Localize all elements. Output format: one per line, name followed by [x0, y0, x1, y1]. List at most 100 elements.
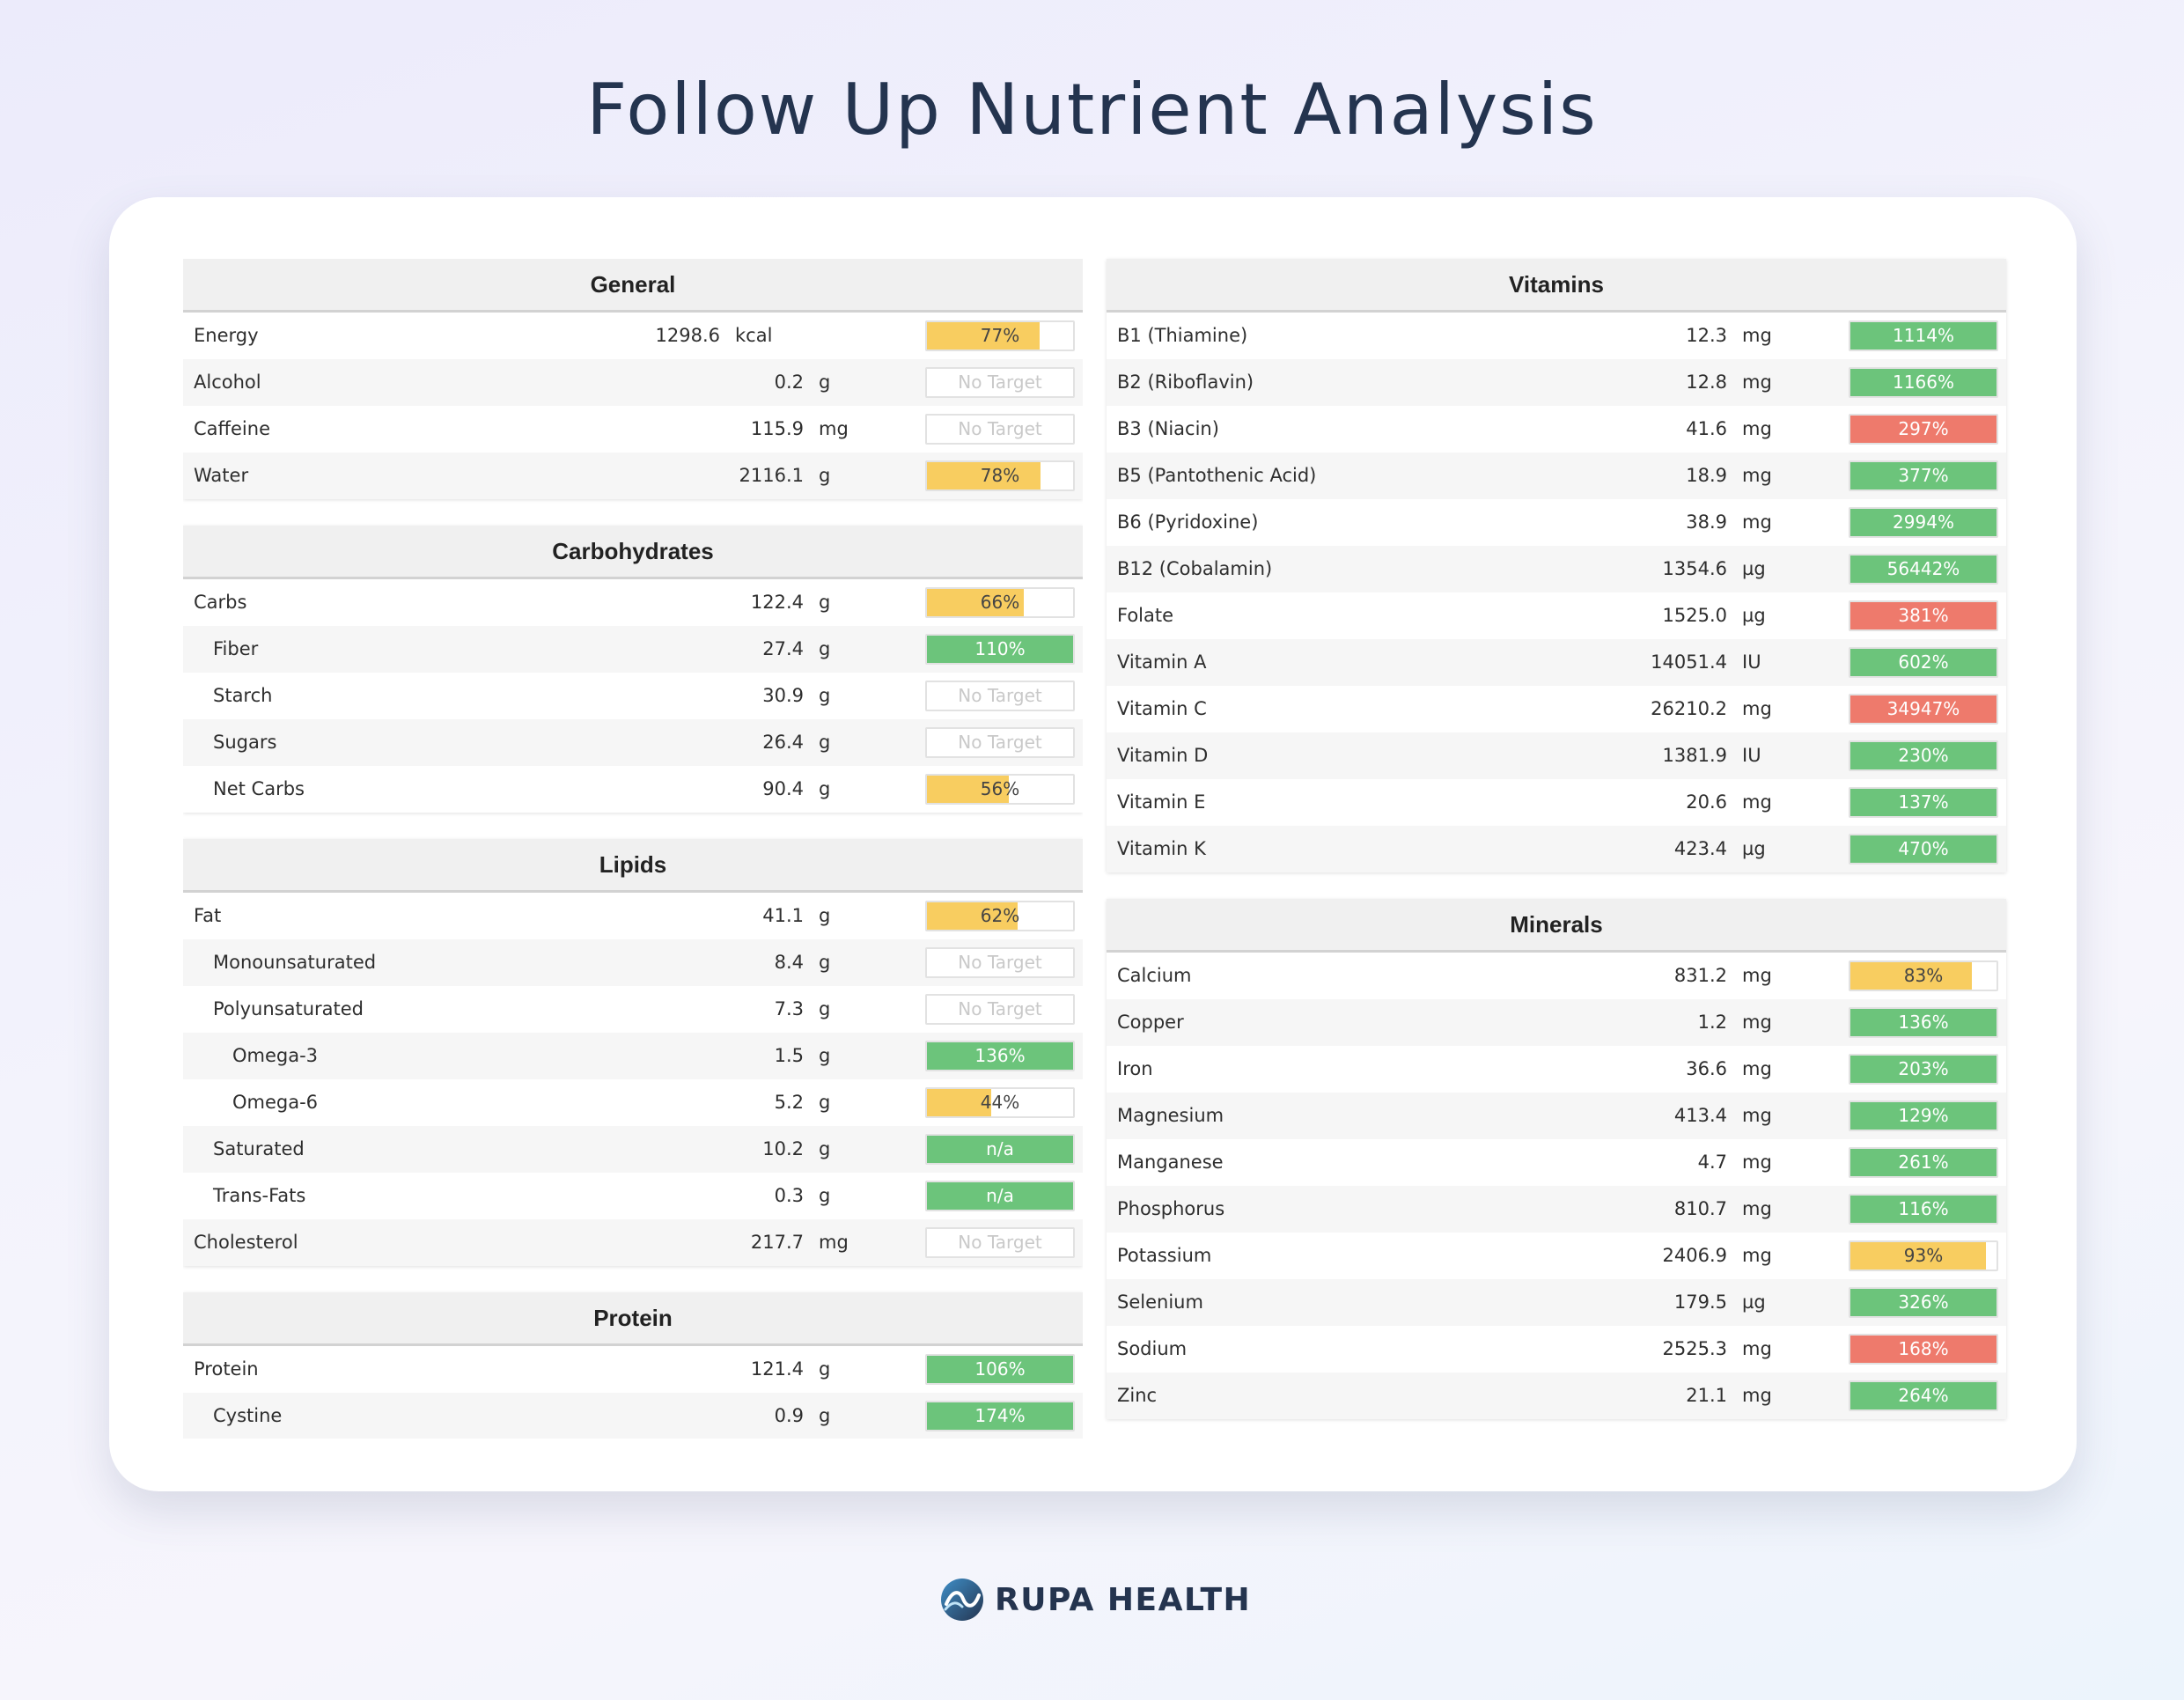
target-percent-bar: No Target — [925, 1227, 1075, 1258]
nutrient-name: B3 (Niacin) — [1117, 418, 1219, 439]
nutrient-unit: g — [819, 372, 831, 393]
panel-title: Lipids — [183, 839, 1083, 893]
nutrient-row-protein: Protein 121.4 g 106% — [183, 1346, 1083, 1393]
target-percent-bar: 93% — [1849, 1240, 1998, 1271]
nutrient-name: B1 (Thiamine) — [1117, 325, 1248, 346]
nutrient-row-carbs: Carbs 122.4 g 66% — [183, 579, 1083, 626]
target-percent-label: 470% — [1898, 838, 1949, 859]
target-percent-label: 1114% — [1893, 325, 1954, 346]
nutrient-row-potassium: Potassium 2406.9 mg 93% — [1107, 1233, 2006, 1279]
nutrient-name: Omega-3 — [232, 1045, 319, 1066]
panel-minerals: Minerals Calcium 831.2 mg 83% Copper 1.2 mg 136%… — [1107, 899, 2006, 1419]
nutrient-name: Alcohol — [194, 372, 261, 393]
nutrient-amount: 26210.2 — [1651, 698, 1727, 719]
nutrient-name: Monounsaturated — [213, 952, 377, 973]
nutrient-unit: mg — [1742, 1152, 1772, 1173]
nutrient-row-trans-fats: Trans-Fats 0.3 g n/a — [183, 1173, 1083, 1219]
nutrient-row-selenium: Selenium 179.5 µg 326% — [1107, 1279, 2006, 1326]
target-percent-bar: 264% — [1849, 1380, 1998, 1411]
target-percent-label: 77% — [980, 325, 1020, 346]
nutrient-row-vitamin-k: Vitamin K 423.4 µg 470% — [1107, 826, 2006, 872]
nutrient-row-b6-pyridoxine: B6 (Pyridoxine) 38.9 mg 2994% — [1107, 499, 2006, 546]
target-percent-bar: 106% — [925, 1354, 1075, 1385]
nutrient-unit: mg — [1742, 1338, 1772, 1359]
nutrient-row-vitamin-c: Vitamin C 26210.2 mg 34947% — [1107, 686, 2006, 732]
nutrient-name: Carbs — [194, 592, 247, 613]
target-percent-fill — [927, 636, 1073, 663]
target-percent-label: 2994% — [1893, 511, 1954, 533]
panel-title: Carbohydrates — [183, 526, 1083, 579]
target-percent-bar: No Target — [925, 367, 1075, 398]
nutrient-row-vitamin-a: Vitamin A 14051.4 IU 602% — [1107, 639, 2006, 686]
target-percent-label: No Target — [958, 418, 1042, 439]
nutrient-row-b12-cobalamin: B12 (Cobalamin) 1354.6 µg 56442% — [1107, 546, 2006, 592]
target-percent-fill — [1850, 416, 1996, 443]
nutrient-unit: g — [819, 1045, 831, 1066]
nutrient-amount: 30.9 — [762, 685, 804, 706]
nutrient-unit: g — [819, 638, 831, 659]
rupa-health-logo-icon — [941, 1579, 983, 1621]
nutrient-row-net-carbs: Net Carbs 90.4 g 56% — [183, 766, 1083, 813]
panel-title: General — [183, 259, 1083, 313]
nutrient-amount: 1.5 — [774, 1045, 804, 1066]
brand-logo: RUPA HEALTH — [940, 1577, 1251, 1623]
nutrient-name: Sugars — [213, 732, 277, 753]
nutrient-row-saturated: Saturated 10.2 g n/a — [183, 1126, 1083, 1173]
target-percent-bar: n/a — [925, 1181, 1075, 1211]
nutrient-row-water: Water 2116.1 g 78% — [183, 453, 1083, 499]
target-percent-fill — [1850, 322, 1996, 350]
nutrient-amount: 1354.6 — [1662, 558, 1727, 579]
target-percent-label: 62% — [980, 905, 1020, 926]
nutrient-row-fiber: Fiber 27.4 g 110% — [183, 626, 1083, 673]
nutrient-amount: 0.9 — [774, 1405, 804, 1426]
target-percent-bar: 168% — [1849, 1334, 1998, 1365]
target-percent-fill — [1850, 695, 1996, 723]
target-percent-fill — [927, 589, 1024, 616]
target-percent-label: 93% — [1903, 1245, 1944, 1266]
nutrient-row-b3-niacin: B3 (Niacin) 41.6 mg 297% — [1107, 406, 2006, 453]
nutrient-unit: g — [819, 465, 831, 486]
nutrient-unit: g — [819, 1358, 831, 1380]
target-percent-bar: 174% — [925, 1401, 1075, 1431]
target-percent-label: 34947% — [1886, 698, 1960, 719]
nutrient-amount: 2406.9 — [1662, 1245, 1727, 1266]
nutrient-row-alcohol: Alcohol 0.2 g No Target — [183, 359, 1083, 406]
nutrient-row-b5-pantothenic-acid: B5 (Pantothenic Acid) 18.9 mg 377% — [1107, 453, 2006, 499]
target-percent-bar: 1166% — [1849, 367, 1998, 398]
target-percent-label: 78% — [980, 465, 1020, 486]
nutrient-name: Net Carbs — [213, 778, 305, 799]
nutrient-name: Sodium — [1117, 1338, 1188, 1359]
nutrient-row-cystine: Cystine 0.9 g 174% — [183, 1393, 1083, 1439]
nutrient-name: Fiber — [213, 638, 259, 659]
target-percent-label: No Target — [958, 372, 1042, 393]
target-percent-label: 326% — [1898, 1292, 1949, 1313]
nutrient-name: Protein — [194, 1358, 259, 1380]
target-percent-fill — [1850, 1102, 1996, 1130]
nutrient-amount: 1381.9 — [1662, 745, 1727, 766]
target-percent-fill — [927, 1042, 1073, 1070]
nutrient-unit: mg — [1742, 965, 1772, 986]
target-percent-bar: 2994% — [1849, 507, 1998, 538]
nutrient-amount: 413.4 — [1673, 1105, 1727, 1126]
nutrient-row-b2-riboflavin: B2 (Riboflavin) 12.8 mg 1166% — [1107, 359, 2006, 406]
target-percent-bar: 44% — [925, 1087, 1075, 1118]
nutrient-amount: 121.4 — [750, 1358, 804, 1380]
nutrient-amount: 2116.1 — [739, 465, 804, 486]
panel-protein: Protein Protein 121.4 g 106% Cystine 0.9 g 174% — [183, 1292, 1083, 1439]
nutrient-amount: 12.3 — [1686, 325, 1727, 346]
nutrient-row-magnesium: Magnesium 413.4 mg 129% — [1107, 1093, 2006, 1139]
target-percent-bar: 1114% — [1849, 320, 1998, 351]
nutrient-row-vitamin-e: Vitamin E 20.6 mg 137% — [1107, 779, 2006, 826]
panel-title: Vitamins — [1107, 259, 2006, 313]
nutrient-amount: 7.3 — [774, 998, 804, 1019]
nutrient-amount: 10.2 — [762, 1138, 804, 1159]
nutrient-name: Trans-Fats — [213, 1185, 306, 1206]
nutrient-name: Potassium — [1117, 1245, 1212, 1266]
target-percent-fill — [927, 902, 1018, 930]
nutrient-amount: 115.9 — [750, 418, 804, 439]
target-percent-fill — [927, 1136, 1073, 1163]
nutrient-row-iron: Iron 36.6 mg 203% — [1107, 1046, 2006, 1093]
nutrient-amount: 4.7 — [1697, 1152, 1727, 1173]
nutrient-unit: g — [819, 998, 831, 1019]
nutrient-amount: 38.9 — [1686, 511, 1727, 533]
